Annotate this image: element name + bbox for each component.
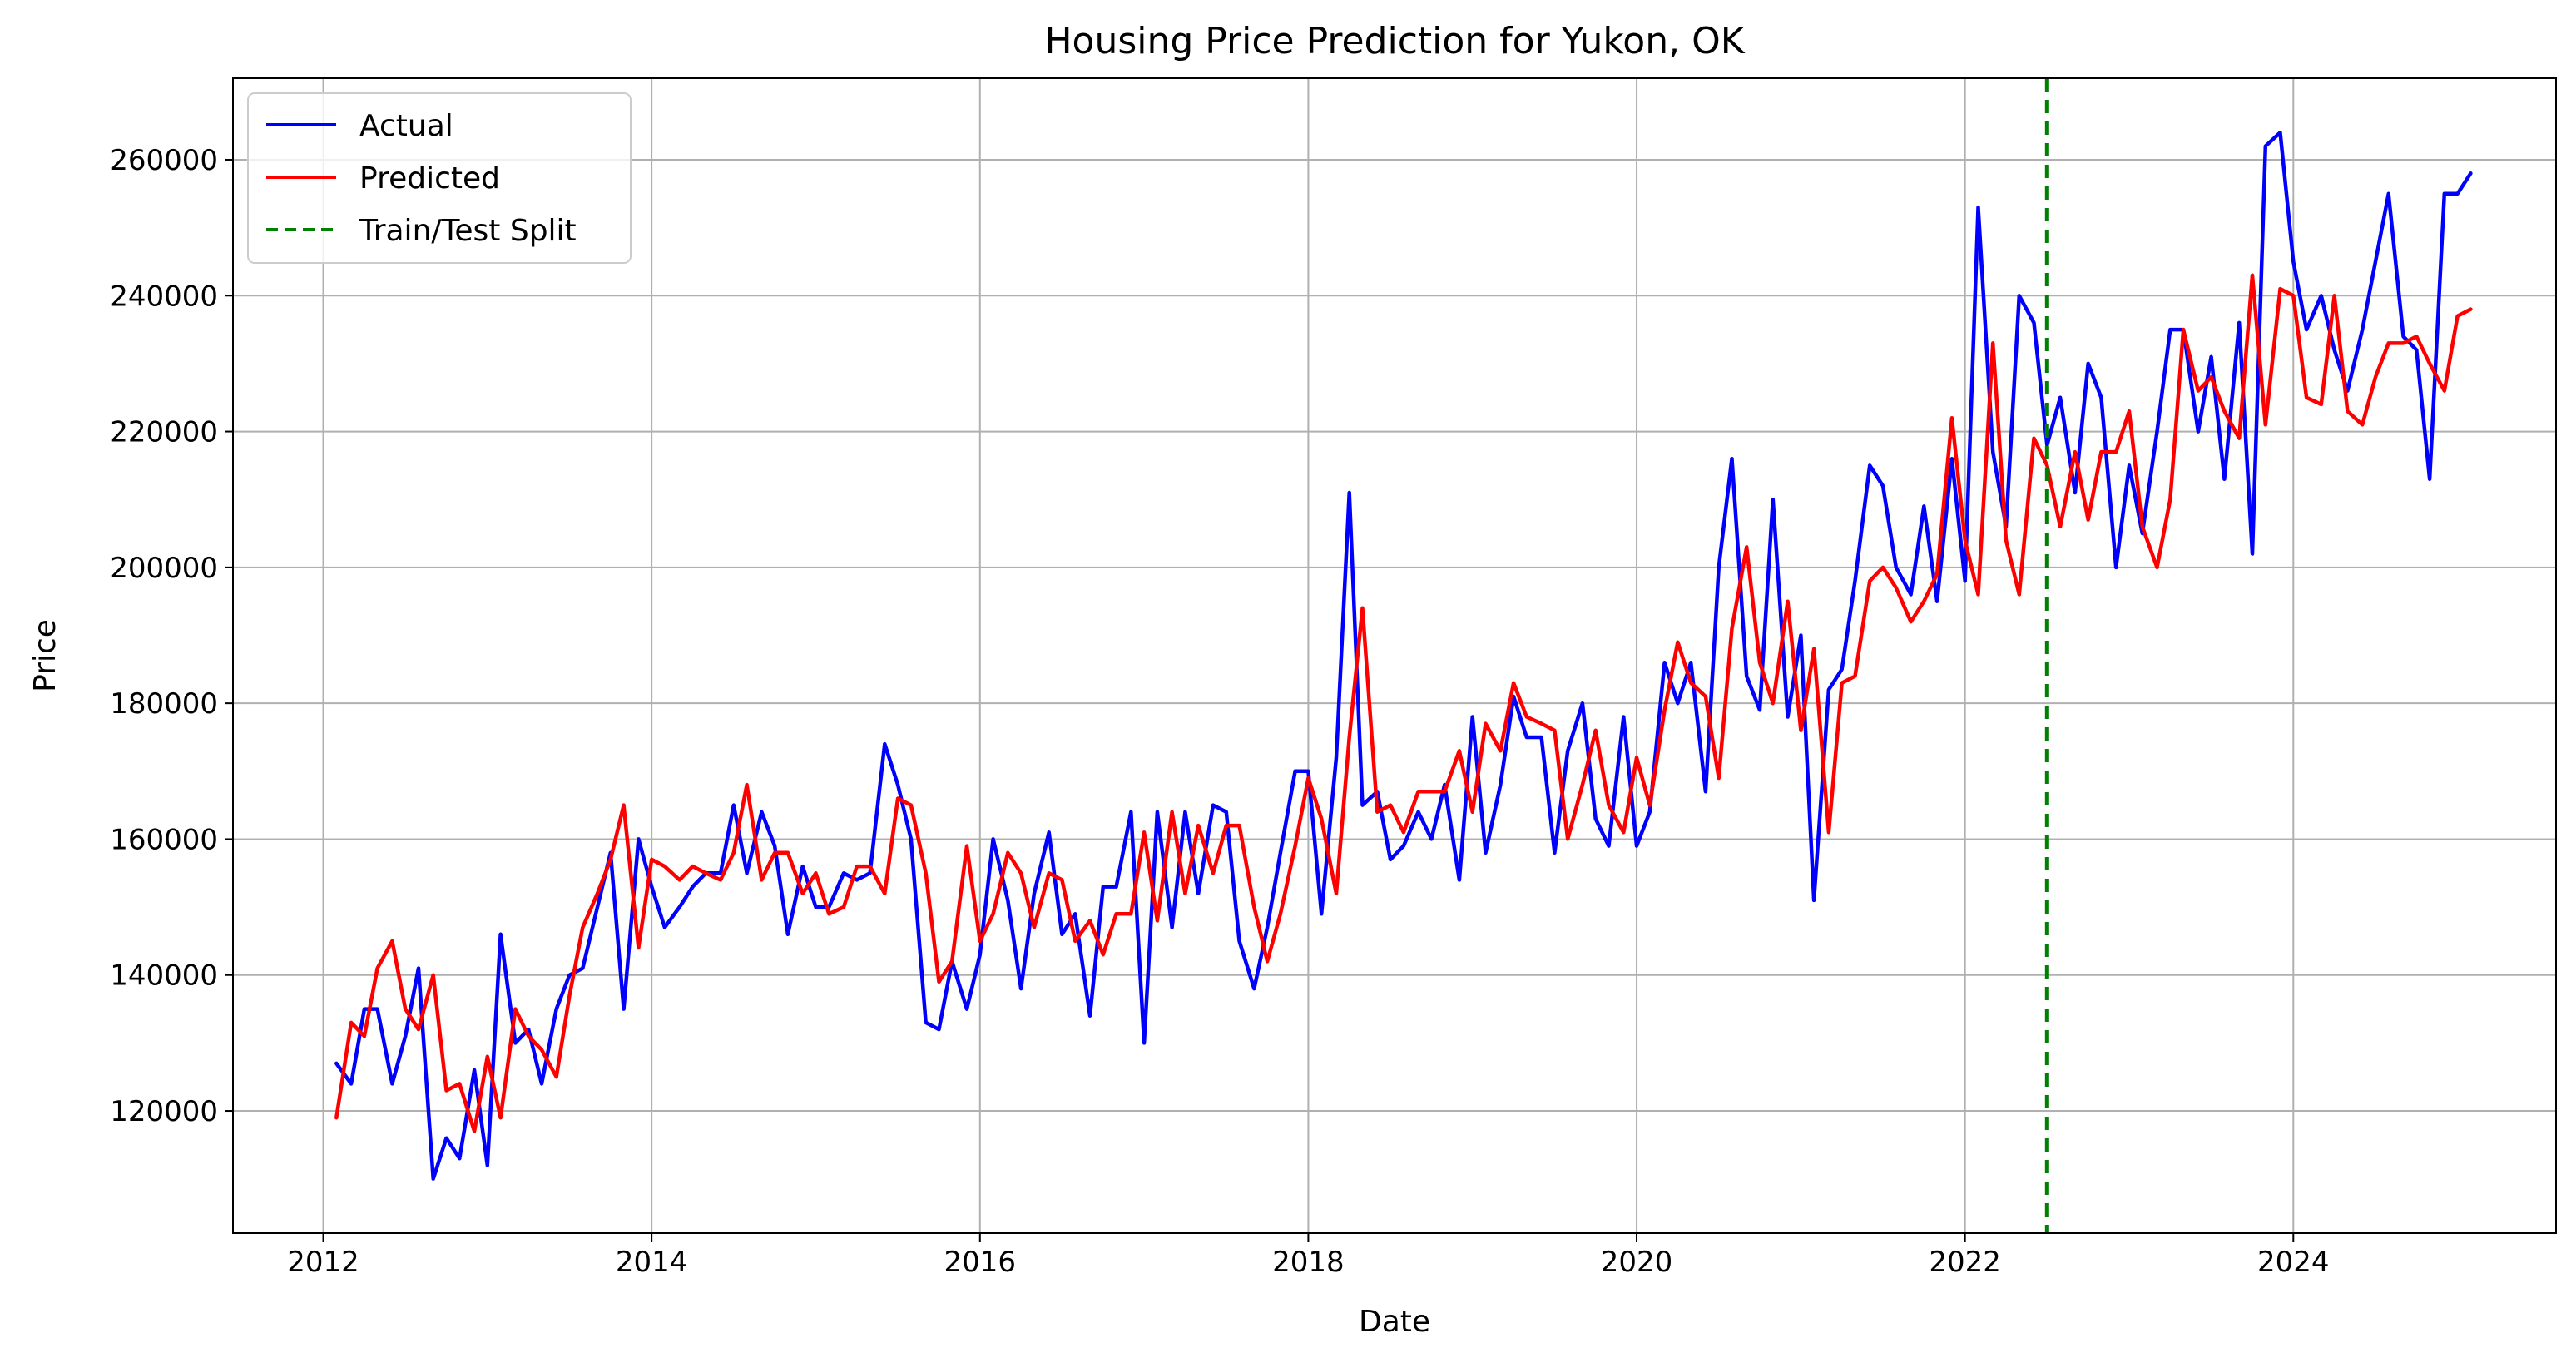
y-tick-label: 120000 <box>110 1095 218 1128</box>
x-tick-label: 2024 <box>2257 1246 2330 1279</box>
y-tick-label: 160000 <box>110 823 218 856</box>
y-tick-label: 180000 <box>110 687 218 721</box>
x-tick-label: 2012 <box>287 1246 359 1279</box>
x-tick-label: 2020 <box>1601 1246 1673 1279</box>
axes-frame <box>232 77 2557 1234</box>
y-tick-label: 200000 <box>110 552 218 585</box>
y-axis-label: Price <box>28 619 62 692</box>
chart-title: Housing Price Prediction for Yukon, OK <box>1044 20 1745 62</box>
y-tick-label: 260000 <box>110 144 218 177</box>
plot-area <box>334 78 2473 1233</box>
series-line-actual <box>334 131 2473 1181</box>
legend-box <box>247 92 632 264</box>
legend-actual-label: Actual <box>359 109 453 143</box>
x-tick-label: 2018 <box>1272 1246 1345 1279</box>
series-line-predicted <box>334 273 2473 1133</box>
legend-predicted-label: Predicted <box>359 161 500 196</box>
y-tick-label: 240000 <box>110 280 218 313</box>
x-tick-label: 2014 <box>616 1246 688 1279</box>
x-axis-label: Date <box>1359 1305 1430 1339</box>
ticks: 2012 2014 2016 2018 2020 2022 2024 120000 140000… <box>110 144 2329 1279</box>
x-tick-label: 2022 <box>1929 1246 2001 1279</box>
legend-split-label: Train/Test Split <box>359 214 577 248</box>
y-tick-label: 140000 <box>110 959 218 993</box>
x-tick-label: 2016 <box>944 1246 1017 1279</box>
y-tick-label: 220000 <box>110 416 218 449</box>
legend: Actual Predicted Train/Test Split <box>247 92 632 264</box>
